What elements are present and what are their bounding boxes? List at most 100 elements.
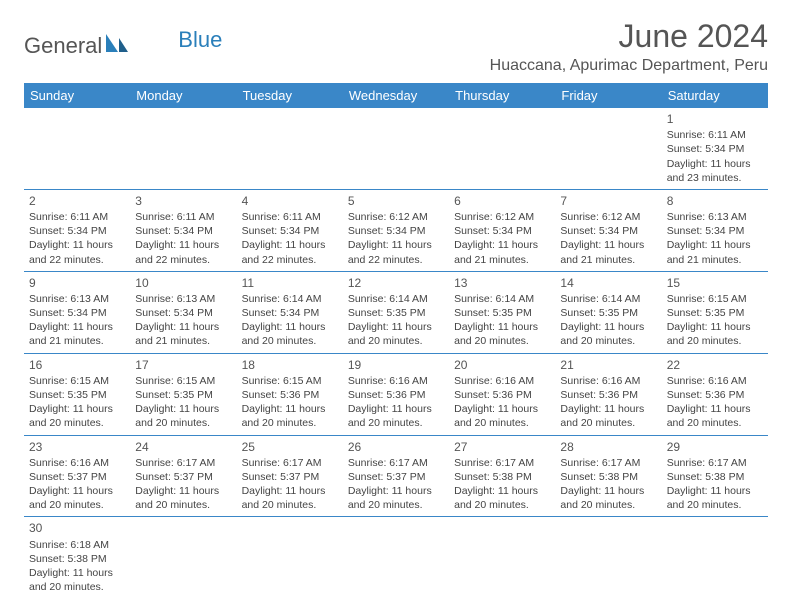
- calendar-day-cell: 26Sunrise: 6:17 AMSunset: 5:37 PMDayligh…: [343, 435, 449, 517]
- calendar-day-cell: 22Sunrise: 6:16 AMSunset: 5:36 PMDayligh…: [662, 353, 768, 435]
- day-info-line: and 20 minutes.: [242, 416, 338, 430]
- day-info-line: and 21 minutes.: [667, 253, 763, 267]
- day-info-line: Sunset: 5:34 PM: [560, 224, 656, 238]
- day-info-line: Sunrise: 6:14 AM: [242, 292, 338, 306]
- day-info-line: Daylight: 11 hours: [135, 484, 231, 498]
- day-info-line: Daylight: 11 hours: [454, 238, 550, 252]
- day-info-line: and 20 minutes.: [454, 416, 550, 430]
- day-info-line: Sunrise: 6:16 AM: [29, 456, 125, 470]
- calendar-day-cell: [449, 108, 555, 189]
- day-info-line: Sunrise: 6:12 AM: [348, 210, 444, 224]
- day-info-line: and 20 minutes.: [667, 334, 763, 348]
- day-number: 18: [242, 357, 338, 373]
- calendar-day-cell: 20Sunrise: 6:16 AMSunset: 5:36 PMDayligh…: [449, 353, 555, 435]
- day-info-line: Sunset: 5:35 PM: [560, 306, 656, 320]
- day-info-line: Sunset: 5:34 PM: [135, 306, 231, 320]
- day-info-line: Daylight: 11 hours: [29, 238, 125, 252]
- day-number: 10: [135, 275, 231, 291]
- day-info-line: and 22 minutes.: [135, 253, 231, 267]
- day-info-line: Sunrise: 6:15 AM: [29, 374, 125, 388]
- day-info-line: Daylight: 11 hours: [667, 402, 763, 416]
- day-info-line: Daylight: 11 hours: [560, 320, 656, 334]
- day-info-line: Daylight: 11 hours: [560, 402, 656, 416]
- day-number: 19: [348, 357, 444, 373]
- day-info-line: Sunset: 5:36 PM: [560, 388, 656, 402]
- month-title: June 2024: [490, 18, 768, 55]
- day-info-line: Sunrise: 6:17 AM: [667, 456, 763, 470]
- header: General Blue June 2024 Huaccana, Apurima…: [24, 18, 768, 75]
- day-number: 25: [242, 439, 338, 455]
- day-number: 1: [667, 111, 763, 127]
- day-info-line: Sunset: 5:35 PM: [348, 306, 444, 320]
- calendar-day-cell: 14Sunrise: 6:14 AMSunset: 5:35 PMDayligh…: [555, 271, 661, 353]
- day-info-line: and 20 minutes.: [29, 416, 125, 430]
- day-info-line: Sunset: 5:38 PM: [454, 470, 550, 484]
- day-info-line: Sunrise: 6:16 AM: [348, 374, 444, 388]
- day-info-line: Sunrise: 6:14 AM: [560, 292, 656, 306]
- day-info-line: and 22 minutes.: [348, 253, 444, 267]
- day-info-line: Sunrise: 6:14 AM: [454, 292, 550, 306]
- day-info-line: Daylight: 11 hours: [242, 402, 338, 416]
- day-header: Tuesday: [237, 83, 343, 108]
- calendar-day-cell: [237, 108, 343, 189]
- calendar-day-cell: 15Sunrise: 6:15 AMSunset: 5:35 PMDayligh…: [662, 271, 768, 353]
- calendar-day-cell: 21Sunrise: 6:16 AMSunset: 5:36 PMDayligh…: [555, 353, 661, 435]
- day-info-line: Sunset: 5:37 PM: [242, 470, 338, 484]
- day-info-line: Sunrise: 6:11 AM: [135, 210, 231, 224]
- calendar-day-cell: [449, 517, 555, 598]
- day-info-line: and 20 minutes.: [29, 580, 125, 594]
- day-header: Saturday: [662, 83, 768, 108]
- calendar-day-cell: [662, 517, 768, 598]
- calendar-week-row: 30Sunrise: 6:18 AMSunset: 5:38 PMDayligh…: [24, 517, 768, 598]
- calendar-day-cell: 4Sunrise: 6:11 AMSunset: 5:34 PMDaylight…: [237, 189, 343, 271]
- day-info-line: Sunrise: 6:13 AM: [135, 292, 231, 306]
- day-info-line: Sunset: 5:37 PM: [29, 470, 125, 484]
- day-info-line: Daylight: 11 hours: [454, 484, 550, 498]
- day-info-line: Sunrise: 6:11 AM: [667, 128, 763, 142]
- day-number: 24: [135, 439, 231, 455]
- day-info-line: Sunrise: 6:15 AM: [667, 292, 763, 306]
- day-info-line: Sunrise: 6:11 AM: [242, 210, 338, 224]
- day-info-line: Sunset: 5:38 PM: [29, 552, 125, 566]
- day-header: Sunday: [24, 83, 130, 108]
- day-info-line: Sunrise: 6:13 AM: [29, 292, 125, 306]
- calendar-day-cell: [130, 108, 236, 189]
- day-info-line: and 20 minutes.: [560, 416, 656, 430]
- day-info-line: Sunset: 5:34 PM: [667, 142, 763, 156]
- calendar-day-cell: 5Sunrise: 6:12 AMSunset: 5:34 PMDaylight…: [343, 189, 449, 271]
- day-info-line: Sunset: 5:37 PM: [348, 470, 444, 484]
- day-header: Friday: [555, 83, 661, 108]
- day-info-line: Sunrise: 6:17 AM: [348, 456, 444, 470]
- day-info-line: and 20 minutes.: [560, 334, 656, 348]
- day-info-line: and 20 minutes.: [454, 334, 550, 348]
- calendar-day-cell: [555, 108, 661, 189]
- calendar-day-cell: 7Sunrise: 6:12 AMSunset: 5:34 PMDaylight…: [555, 189, 661, 271]
- day-info-line: Sunrise: 6:12 AM: [454, 210, 550, 224]
- day-info-line: Sunrise: 6:16 AM: [454, 374, 550, 388]
- day-info-line: and 20 minutes.: [560, 498, 656, 512]
- day-info-line: and 22 minutes.: [29, 253, 125, 267]
- day-info-line: Sunrise: 6:13 AM: [667, 210, 763, 224]
- day-info-line: Sunset: 5:36 PM: [348, 388, 444, 402]
- day-info-line: Sunrise: 6:16 AM: [667, 374, 763, 388]
- day-info-line: and 20 minutes.: [242, 498, 338, 512]
- calendar-day-cell: 9Sunrise: 6:13 AMSunset: 5:34 PMDaylight…: [24, 271, 130, 353]
- day-info-line: and 20 minutes.: [667, 416, 763, 430]
- day-number: 28: [560, 439, 656, 455]
- day-info-line: Daylight: 11 hours: [348, 484, 444, 498]
- day-info-line: Daylight: 11 hours: [29, 484, 125, 498]
- day-info-line: Daylight: 11 hours: [135, 320, 231, 334]
- day-info-line: Sunrise: 6:17 AM: [242, 456, 338, 470]
- day-number: 3: [135, 193, 231, 209]
- calendar-day-cell: [555, 517, 661, 598]
- day-info-line: Sunset: 5:34 PM: [29, 224, 125, 238]
- day-info-line: Sunset: 5:35 PM: [135, 388, 231, 402]
- day-info-line: and 21 minutes.: [560, 253, 656, 267]
- day-info-line: Sunset: 5:35 PM: [29, 388, 125, 402]
- day-number: 7: [560, 193, 656, 209]
- day-number: 16: [29, 357, 125, 373]
- day-info-line: Sunrise: 6:14 AM: [348, 292, 444, 306]
- day-info-line: Sunset: 5:36 PM: [667, 388, 763, 402]
- logo: General Blue: [24, 32, 222, 60]
- day-number: 9: [29, 275, 125, 291]
